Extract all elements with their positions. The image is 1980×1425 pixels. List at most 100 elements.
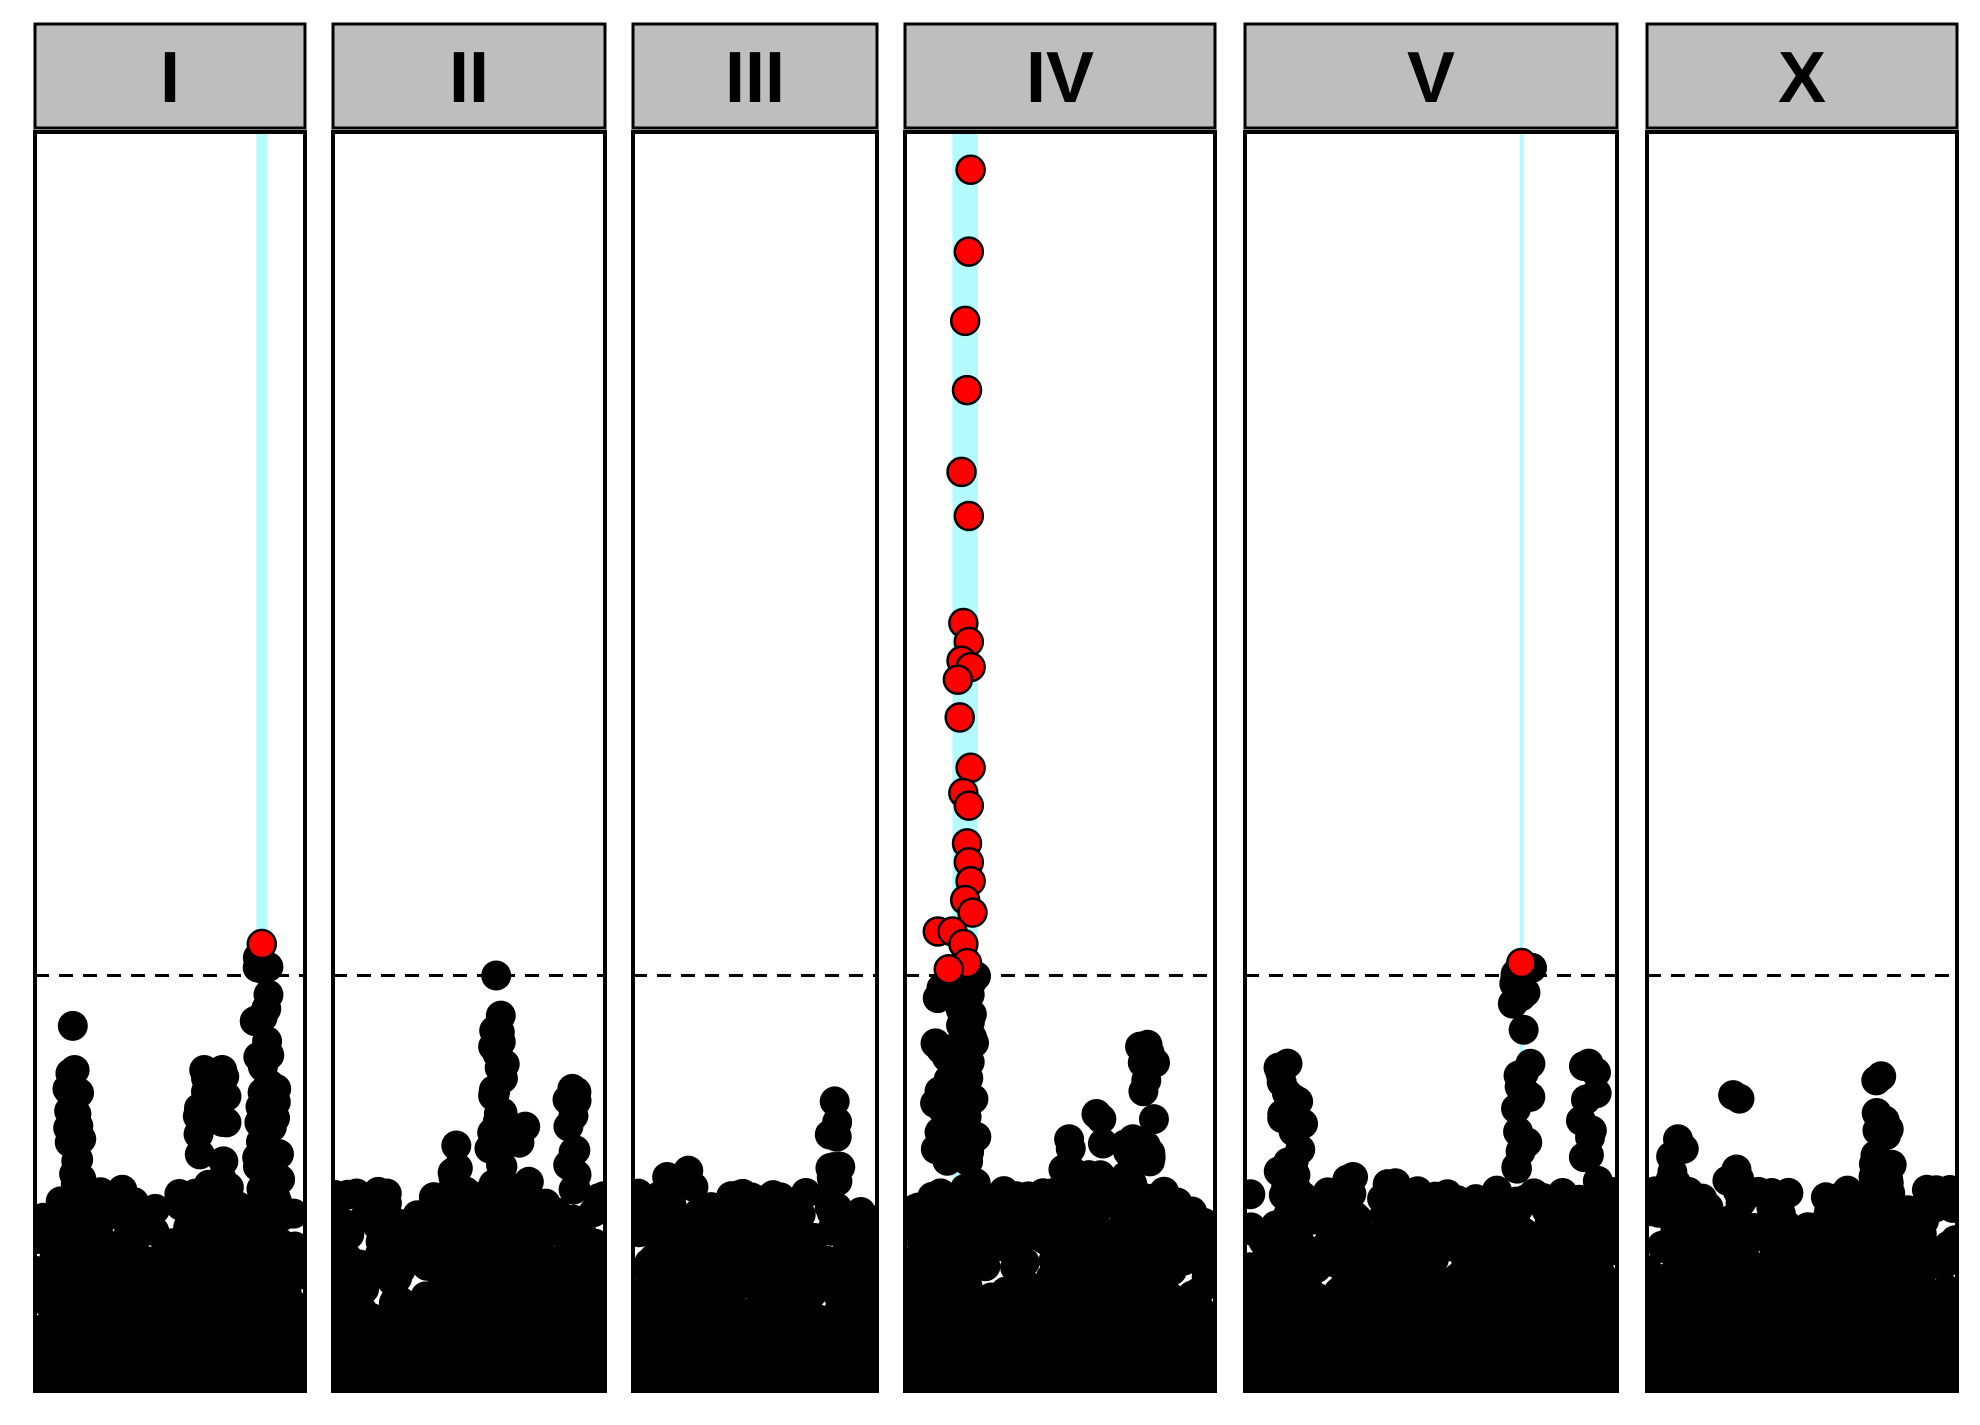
point (1385, 1280, 1416, 1311)
point (1111, 1225, 1142, 1256)
point (1521, 1264, 1552, 1295)
point (1571, 1228, 1602, 1259)
point (403, 1319, 434, 1350)
point (1599, 1235, 1617, 1266)
peak-point (510, 1111, 541, 1142)
point (360, 1195, 391, 1226)
peak-point (1081, 1099, 1112, 1130)
point (1245, 1212, 1267, 1243)
point (560, 1135, 591, 1166)
significant-point (953, 790, 985, 821)
point (380, 1283, 411, 1314)
point (785, 1301, 816, 1332)
point (1862, 1152, 1893, 1183)
point (1569, 1330, 1600, 1361)
point (1588, 1263, 1617, 1294)
point (1698, 1318, 1729, 1349)
panel-i: I (33, 22, 307, 1393)
point (656, 1268, 687, 1299)
point (1516, 1314, 1547, 1345)
point (253, 1223, 284, 1254)
point (1245, 1262, 1273, 1293)
point (945, 1085, 976, 1116)
point (479, 1078, 510, 1109)
point (1462, 1363, 1493, 1391)
point (816, 1163, 847, 1194)
panel-border-x (1645, 130, 1959, 1393)
point (1165, 1201, 1196, 1232)
points-i (35, 942, 305, 1391)
point (408, 1375, 439, 1391)
significant-point (953, 500, 985, 532)
peak-point (1718, 1080, 1749, 1111)
point (1832, 1175, 1863, 1206)
point (722, 1180, 753, 1211)
point (1660, 1366, 1691, 1391)
point (1866, 1254, 1897, 1285)
point (1337, 1213, 1368, 1244)
panel-iv: IV (903, 22, 1217, 1393)
point (244, 1107, 275, 1138)
point (340, 1369, 371, 1391)
point (1893, 1233, 1924, 1264)
strip-label-iv: IV (1026, 38, 1094, 118)
point (1655, 1290, 1686, 1321)
peak-point (1054, 1124, 1085, 1155)
point (207, 1106, 238, 1137)
point (765, 1182, 796, 1213)
point (1126, 1293, 1157, 1324)
point (246, 1258, 277, 1289)
strip-label-v: V (1407, 38, 1455, 118)
point (152, 1253, 183, 1284)
point (1718, 1340, 1749, 1371)
point (791, 1225, 822, 1256)
point (1758, 1228, 1789, 1259)
point (1580, 1356, 1611, 1387)
points-v (1245, 952, 1617, 1391)
point (1835, 1201, 1866, 1232)
point (1277, 1152, 1308, 1183)
point (1875, 1289, 1906, 1320)
point (58, 1355, 89, 1386)
point (1061, 1232, 1092, 1263)
point (1907, 1342, 1938, 1373)
point (58, 1298, 89, 1329)
point (1057, 1156, 1088, 1187)
peak-point (1866, 1061, 1897, 1092)
point (207, 1291, 238, 1322)
point (1656, 1321, 1687, 1352)
point (1937, 1352, 1957, 1383)
significant-point (942, 664, 974, 695)
peak-point (207, 1054, 238, 1085)
strip-label-ii: II (449, 38, 489, 118)
point (698, 1308, 729, 1339)
point (920, 1338, 951, 1369)
panel-border-i (33, 130, 307, 1393)
point (677, 1372, 708, 1391)
point (1058, 1344, 1089, 1375)
point (1924, 1249, 1955, 1280)
point (1331, 1276, 1362, 1307)
point (1344, 1308, 1375, 1339)
point (374, 1222, 405, 1253)
point (1529, 1221, 1560, 1252)
point (443, 1293, 474, 1324)
point (480, 1353, 511, 1384)
point (1914, 1294, 1945, 1325)
significant-point (957, 897, 988, 928)
point (792, 1278, 823, 1309)
peak-point (1380, 1168, 1411, 1199)
point (1138, 1104, 1169, 1135)
point (919, 1216, 950, 1247)
point (208, 1366, 239, 1391)
peak-point (819, 1086, 850, 1117)
point (956, 999, 987, 1030)
point (1512, 1127, 1543, 1158)
point (123, 1279, 154, 1310)
point (1245, 1179, 1266, 1210)
point (1054, 1190, 1085, 1221)
point (653, 1183, 684, 1214)
point (762, 1256, 793, 1287)
point (1110, 1161, 1141, 1192)
point (485, 1107, 516, 1138)
